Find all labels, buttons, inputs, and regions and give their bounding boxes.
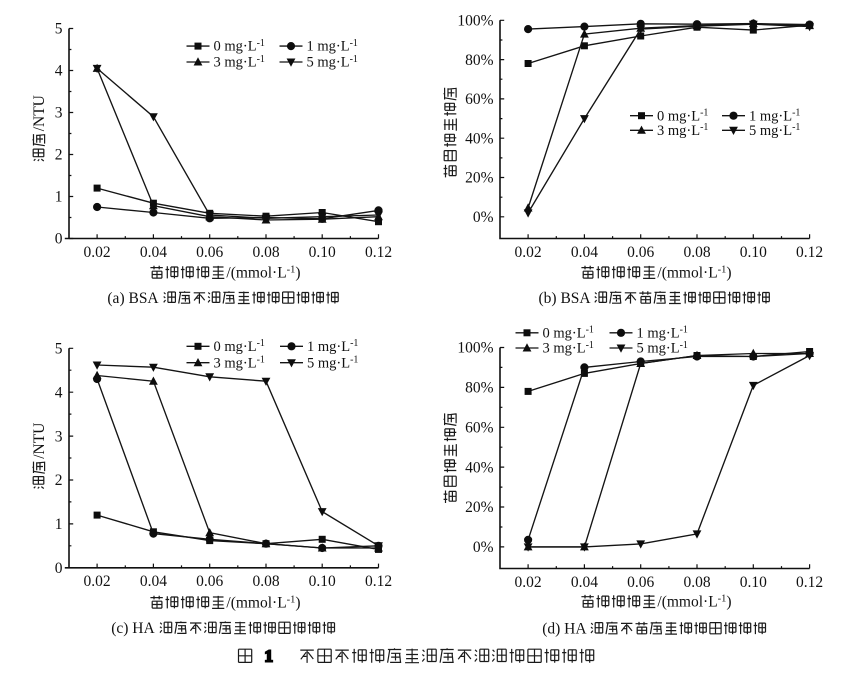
svg-text:4: 4 <box>55 384 63 401</box>
svg-text:40%: 40% <box>465 130 494 147</box>
svg-text:/NTU: /NTU <box>31 423 48 459</box>
svg-text:40%: 40% <box>465 459 494 476</box>
svg-text:0.02: 0.02 <box>84 573 111 590</box>
svg-text:0.10: 0.10 <box>309 244 336 261</box>
svg-text:(d) HA: (d) HA <box>542 621 587 638</box>
svg-text:0.02: 0.02 <box>84 244 111 261</box>
svg-text:(a) BSA: (a) BSA <box>107 290 159 307</box>
svg-text:0.04: 0.04 <box>140 573 167 590</box>
svg-text:1 mg·L-1: 1 mg·L-1 <box>749 108 800 125</box>
svg-text:0.06: 0.06 <box>196 573 223 590</box>
svg-text:0.02: 0.02 <box>515 244 542 261</box>
svg-text:5 mg·L-1: 5 mg·L-1 <box>749 122 800 139</box>
svg-text:(b) BSA: (b) BSA <box>539 290 592 307</box>
svg-text:/(mmol·L-1): /(mmol·L-1) <box>657 594 731 611</box>
svg-text:1: 1 <box>265 647 274 666</box>
svg-text:0.08: 0.08 <box>252 244 279 261</box>
svg-text:5: 5 <box>55 341 63 358</box>
svg-text:60%: 60% <box>465 420 494 437</box>
svg-text:0.10: 0.10 <box>309 573 336 590</box>
svg-text:0.06: 0.06 <box>627 574 654 591</box>
svg-text:0 mg·L-1: 0 mg·L-1 <box>657 108 708 125</box>
svg-text:/(mmol·L-1): /(mmol·L-1) <box>226 595 300 612</box>
svg-text:0%: 0% <box>473 539 494 556</box>
svg-text:1 mg·L-1: 1 mg·L-1 <box>307 338 358 355</box>
svg-text:0 mg·L-1: 0 mg·L-1 <box>214 38 265 55</box>
svg-text:3: 3 <box>55 428 63 445</box>
svg-text:0 mg·L-1: 0 mg·L-1 <box>543 325 594 342</box>
svg-text:2: 2 <box>55 147 63 164</box>
svg-text:2: 2 <box>55 472 63 489</box>
svg-text:3: 3 <box>55 105 63 122</box>
svg-text:4: 4 <box>55 63 63 80</box>
svg-text:/(mmol·L-1): /(mmol·L-1) <box>657 265 731 282</box>
svg-text:0.04: 0.04 <box>571 574 598 591</box>
svg-text:0.10: 0.10 <box>740 244 767 261</box>
svg-text:5 mg·L-1: 5 mg·L-1 <box>307 54 358 71</box>
svg-text:1: 1 <box>55 189 63 206</box>
svg-text:0.12: 0.12 <box>796 574 823 591</box>
svg-text:0%: 0% <box>473 209 494 226</box>
svg-text:0.08: 0.08 <box>683 244 710 261</box>
svg-text:3 mg·L-1: 3 mg·L-1 <box>543 340 594 357</box>
svg-text:0.02: 0.02 <box>515 574 542 591</box>
svg-text:0.08: 0.08 <box>683 574 710 591</box>
svg-text:5 mg·L-1: 5 mg·L-1 <box>637 340 688 357</box>
svg-text:80%: 80% <box>465 52 494 69</box>
svg-text:(c) HA: (c) HA <box>111 620 155 637</box>
svg-text:3 mg·L-1: 3 mg·L-1 <box>214 355 265 372</box>
svg-text:0.04: 0.04 <box>140 244 167 261</box>
svg-text:80%: 80% <box>465 380 494 397</box>
svg-text:0.08: 0.08 <box>252 573 279 590</box>
svg-text:0: 0 <box>55 231 63 248</box>
svg-text:0.04: 0.04 <box>571 244 598 261</box>
svg-text:0: 0 <box>55 560 63 577</box>
svg-text:20%: 20% <box>465 170 494 187</box>
svg-text:20%: 20% <box>465 499 494 516</box>
svg-text:0.10: 0.10 <box>740 574 767 591</box>
svg-text:0.12: 0.12 <box>365 244 392 261</box>
svg-text:1: 1 <box>55 516 63 533</box>
svg-text:0 mg·L-1: 0 mg·L-1 <box>214 338 265 355</box>
svg-text:/(mmol·L-1): /(mmol·L-1) <box>226 265 300 282</box>
svg-text:5: 5 <box>55 21 63 38</box>
svg-text:3 mg·L-1: 3 mg·L-1 <box>214 54 265 71</box>
svg-text:3 mg·L-1: 3 mg·L-1 <box>657 122 708 139</box>
svg-text:0.12: 0.12 <box>365 573 392 590</box>
svg-text:100%: 100% <box>457 13 493 30</box>
svg-text:0.06: 0.06 <box>196 244 223 261</box>
svg-text:100%: 100% <box>457 340 493 357</box>
svg-text:1 mg·L-1: 1 mg·L-1 <box>637 325 688 342</box>
svg-text:1 mg·L-1: 1 mg·L-1 <box>307 38 358 55</box>
svg-text:0.06: 0.06 <box>627 244 654 261</box>
svg-text:60%: 60% <box>465 91 494 108</box>
svg-text:5 mg·L-1: 5 mg·L-1 <box>307 355 358 372</box>
svg-text:/NTU: /NTU <box>31 95 48 131</box>
svg-text:0.12: 0.12 <box>796 244 823 261</box>
